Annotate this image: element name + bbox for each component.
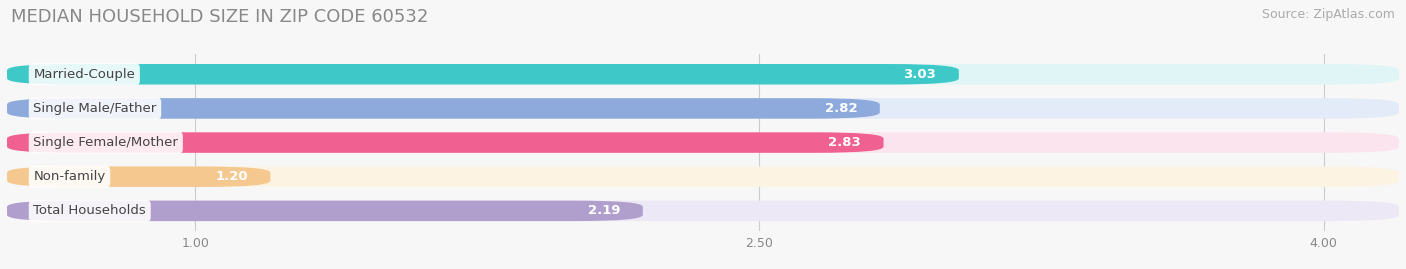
Text: 1.20: 1.20: [215, 170, 247, 183]
FancyBboxPatch shape: [7, 132, 1399, 153]
FancyBboxPatch shape: [7, 64, 959, 84]
FancyBboxPatch shape: [7, 98, 1399, 119]
Text: 2.83: 2.83: [828, 136, 860, 149]
Text: 3.03: 3.03: [904, 68, 936, 81]
Text: Single Female/Mother: Single Female/Mother: [34, 136, 179, 149]
Text: Source: ZipAtlas.com: Source: ZipAtlas.com: [1261, 8, 1395, 21]
FancyBboxPatch shape: [7, 201, 1399, 221]
FancyBboxPatch shape: [7, 132, 883, 153]
Text: Non-family: Non-family: [34, 170, 105, 183]
FancyBboxPatch shape: [7, 98, 880, 119]
Text: Total Households: Total Households: [34, 204, 146, 217]
FancyBboxPatch shape: [7, 64, 1399, 84]
Text: Single Male/Father: Single Male/Father: [34, 102, 156, 115]
FancyBboxPatch shape: [7, 201, 643, 221]
FancyBboxPatch shape: [7, 167, 270, 187]
Text: 2.19: 2.19: [588, 204, 620, 217]
Text: 2.82: 2.82: [824, 102, 858, 115]
FancyBboxPatch shape: [7, 167, 1399, 187]
Text: MEDIAN HOUSEHOLD SIZE IN ZIP CODE 60532: MEDIAN HOUSEHOLD SIZE IN ZIP CODE 60532: [11, 8, 429, 26]
Text: Married-Couple: Married-Couple: [34, 68, 135, 81]
